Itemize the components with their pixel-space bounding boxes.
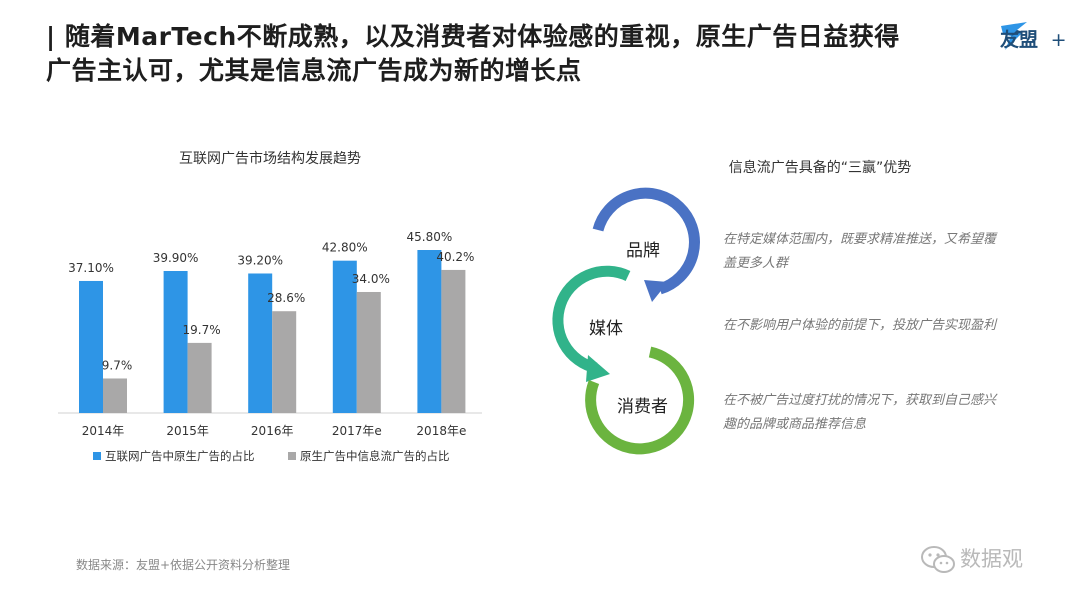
bar-feed-2 — [272, 311, 297, 413]
x-tick-label-4: 2018年e — [416, 424, 466, 438]
legend-label-1: 原生广告中信息流广告的占比 — [300, 449, 450, 463]
chart-title: 互联网广告市场结构发展趋势 — [179, 151, 361, 167]
bar-native-4 — [417, 250, 442, 413]
bar-label-feed-2: 28.6% — [267, 291, 305, 305]
x-tick-label-3: 2017年e — [332, 424, 382, 438]
desc-brand-line-2: 盖更多人群 — [723, 256, 789, 271]
bar-feed-4 — [441, 269, 466, 413]
media-ring — [552, 265, 631, 374]
bar-label-native-3: 42.80% — [322, 241, 368, 255]
desc-consumer-line-1: 在不被广告过度打扰的情况下，获取到自己感兴 — [723, 393, 997, 408]
cycle-label-brand: 品牌 — [626, 241, 660, 261]
bar-label-native-4: 45.80% — [407, 230, 453, 244]
legend-label-0: 互联网广告中原生广告的占比 — [105, 449, 255, 463]
bar-label-feed-4: 40.2% — [436, 250, 474, 264]
desc-media-line-1: 在不影响用户体验的前提下，投放广告实现盈利 — [723, 318, 997, 333]
bar-native-0 — [79, 280, 103, 413]
desc-brand: 在特定媒体范围内，既要求精准推送，又希望覆 盖更多人群 — [723, 228, 996, 276]
headline-text-1: 随着MarTech不断成熟，以及消费者对体验感的重视，原生广告日益获得 — [64, 22, 900, 51]
bar-feed-0 — [103, 378, 127, 413]
wechat-icon — [921, 546, 955, 573]
x-tick-label-1: 2015年 — [166, 424, 209, 438]
brand-ring — [592, 187, 700, 295]
cycle-label-consumer: 消费者 — [617, 397, 668, 417]
bar-native-2 — [248, 273, 273, 413]
legend-swatch-0 — [93, 452, 101, 460]
bar-label-native-2: 39.20% — [237, 253, 283, 267]
logo-plus: + — [1050, 29, 1067, 51]
bar-label-native-1: 39.90% — [153, 251, 199, 265]
x-tick-label-0: 2014年 — [82, 424, 125, 438]
desc-consumer-line-2: 趣的品牌或商品推荐信息 — [723, 417, 867, 432]
logo-text: 友盟 + — [1000, 25, 1067, 52]
right-panel-title: 信息流广告具备的“三赢”优势 — [728, 160, 912, 176]
data-source: 数据来源：友盟+依据公开资料分析整理 — [76, 558, 291, 572]
watermark: 数据观 — [960, 547, 1023, 571]
bar-native-3 — [332, 260, 357, 413]
bar-label-feed-1: 19.7% — [183, 323, 221, 337]
legend-swatch-1 — [288, 452, 296, 460]
umeng-logo-icon — [1001, 22, 1027, 50]
media-ring-arrow — [586, 355, 610, 382]
consumer-ring — [585, 346, 695, 455]
headline-bar: | — [46, 22, 56, 51]
headline-line-2: 广告主认可，尤其是信息流广告成为新的增长点 — [46, 56, 582, 85]
page-headline: | 随着MarTech不断成熟，以及消费者对体验感的重视，原生广告日益获得 广告… — [46, 20, 926, 88]
brand-ring-arrow — [644, 280, 668, 302]
bar-label-native-0: 37.10% — [68, 261, 114, 275]
x-tick-label-2: 2016年 — [251, 424, 294, 438]
cycle-label-media: 媒体 — [589, 319, 623, 339]
bar-feed-1 — [187, 342, 212, 413]
headline-line-1: | 随着MarTech不断成熟，以及消费者对体验感的重视，原生广告日益获得 — [46, 20, 926, 54]
logo-name: 友盟 — [1000, 29, 1039, 51]
bar-label-feed-3: 34.0% — [352, 272, 390, 286]
bar-feed-3 — [356, 291, 381, 413]
desc-media: 在不影响用户体验的前提下，投放广告实现盈利 — [723, 314, 996, 338]
desc-consumer: 在不被广告过度打扰的情况下，获取到自己感兴 趣的品牌或商品推荐信息 — [723, 389, 996, 437]
bar-native-1 — [163, 270, 188, 413]
bar-label-feed-0: 9.7% — [102, 358, 133, 372]
desc-brand-line-1: 在特定媒体范围内，既要求精准推送，又希望覆 — [723, 232, 997, 247]
